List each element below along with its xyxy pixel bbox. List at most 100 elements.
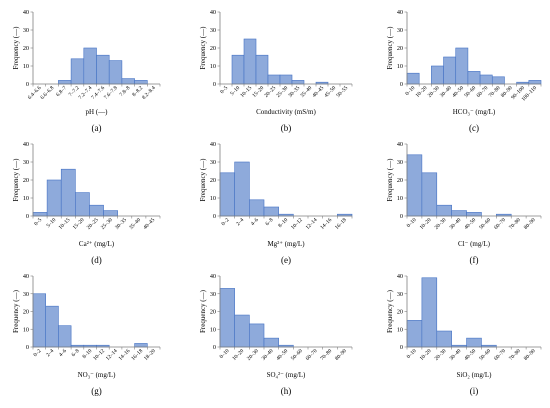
x-tick-label: 10–20: [415, 85, 429, 99]
histogram-bar: [436, 330, 452, 348]
x-tick-label: 25–30: [100, 217, 114, 231]
histogram-bar: [234, 161, 250, 217]
x-tick-label: 12–14: [305, 217, 319, 231]
x-tick-label: 10–12: [92, 348, 106, 362]
y-tick-label: 20: [397, 309, 403, 316]
histogram-bar: [83, 47, 97, 85]
x-tick-label: 6–8: [265, 217, 275, 227]
histogram-bar: [467, 71, 481, 85]
histogram-bar: [60, 168, 76, 217]
x-axis-title: Cl⁻ (mg/L): [458, 240, 491, 248]
histogram-bar: [58, 325, 72, 348]
x-tick-label: 50–60: [478, 217, 492, 231]
x-tick-label: 10–20: [231, 348, 245, 362]
x-tick-label: 45–50: [323, 85, 337, 99]
histogram-bar: [406, 154, 423, 217]
histogram-bar: [491, 76, 505, 85]
histogram-bar: [96, 54, 110, 85]
x-tick-label: 70–80: [488, 85, 502, 99]
histogram-bar: [32, 212, 48, 217]
y-tick-label: 40: [397, 141, 403, 148]
y-tick-label: 30: [23, 291, 29, 298]
y-tick-label: 30: [23, 159, 29, 166]
y-tick-label: 40: [23, 273, 29, 280]
histogram-bar: [443, 56, 457, 85]
histogram-bar: [255, 54, 269, 85]
x-tick-label: 10–15: [239, 85, 253, 99]
x-tick-label: 50–60: [290, 348, 304, 362]
histogram-bar: [243, 38, 257, 85]
x-tick-label: 40–45: [311, 85, 325, 99]
x-tick-label: 70–80: [319, 348, 333, 362]
x-tick-label: 15–20: [251, 85, 265, 99]
histogram-bar: [219, 172, 235, 217]
y-tick-label: 20: [23, 45, 29, 52]
y-tick-label: 30: [397, 291, 403, 298]
y-tick-label: 30: [210, 159, 216, 166]
x-tick-label: 30–40: [449, 217, 463, 231]
histogram-bar: [455, 47, 469, 85]
y-tick-label: 0: [400, 213, 403, 220]
x-tick-label: 35–40: [128, 217, 142, 231]
y-tick-label: 0: [213, 81, 216, 88]
x-axis-title: NO₃⁻ (mg/L): [78, 371, 116, 379]
y-axis-title: Frequency (—): [199, 158, 207, 202]
y-tick-label: 20: [210, 309, 216, 316]
histogram-bar: [32, 293, 46, 348]
x-tick-label: 30–40: [449, 348, 463, 362]
y-tick-label: 30: [397, 159, 403, 166]
histogram-bar: [263, 337, 279, 348]
x-tick-label: 15–20: [72, 217, 86, 231]
x-tick-label: 60–70: [493, 348, 507, 362]
x-tick-label: 30–40: [261, 348, 275, 362]
histogram-bar: [421, 172, 438, 217]
histogram-bar: [267, 74, 281, 85]
y-axis-title: Frequency (—): [199, 289, 207, 333]
x-tick-label: 10–20: [419, 348, 433, 362]
y-tick-label: 20: [397, 177, 403, 184]
x-tick-label: 20–30: [246, 348, 260, 362]
x-axis-title: Ca²⁺ (mg/L): [79, 240, 115, 248]
x-tick-label: 80–90: [523, 348, 537, 362]
x-tick-label: 6–8: [71, 348, 81, 358]
x-tick-label: 40–50: [463, 217, 477, 231]
histogram-bar: [451, 210, 467, 217]
x-tick-label: 4–6: [250, 217, 260, 227]
x-tick-label: 10–20: [419, 217, 433, 231]
y-tick-label: 40: [397, 9, 403, 16]
x-tick-label: 0–5: [33, 217, 43, 227]
y-tick-label: 0: [26, 344, 29, 351]
x-tick-label: 5–10: [46, 217, 58, 229]
panel-label: (c): [469, 123, 479, 133]
histogram-bar: [70, 58, 85, 85]
y-tick-label: 40: [210, 141, 216, 148]
x-tick-label: 7.8–8: [119, 85, 132, 98]
x-tick-label: 30–35: [287, 85, 301, 99]
y-tick-label: 0: [213, 344, 216, 351]
x-tick-label: 2–4: [235, 217, 245, 227]
histogram-bar: [234, 314, 250, 348]
x-tick-label: 0–10: [406, 348, 418, 360]
x-axis-title: SiO₂ (mg/L): [457, 371, 493, 379]
y-axis-title: Frequency (—): [386, 289, 394, 333]
y-axis-title: Frequency (—): [12, 289, 20, 333]
y-tick-label: 40: [23, 9, 29, 16]
y-tick-label: 10: [23, 195, 29, 202]
x-tick-label: 18–20: [143, 348, 157, 362]
y-tick-label: 20: [23, 309, 29, 316]
x-tick-label: 8.2–8.4: [141, 85, 157, 101]
panel-label: (b): [281, 123, 292, 133]
histogram-bar: [406, 320, 423, 348]
x-axis-title: SO₄²⁻ (mg/L): [267, 371, 306, 379]
histogram-bar: [45, 305, 59, 348]
x-tick-label: 70–80: [508, 348, 522, 362]
y-tick-label: 10: [397, 326, 403, 333]
y-tick-label: 30: [210, 291, 216, 298]
histogram-bar: [219, 288, 235, 348]
x-tick-label: 60–70: [493, 217, 507, 231]
x-tick-label: 8–10: [277, 217, 289, 229]
histogram-bar: [75, 192, 90, 217]
